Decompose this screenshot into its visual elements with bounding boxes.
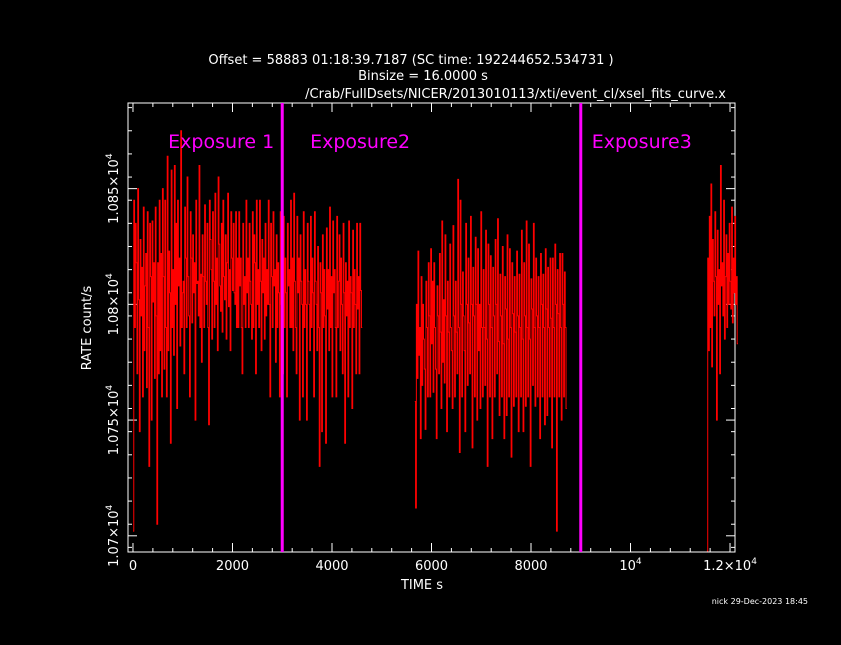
header-binsize: Binsize = 16.0000 s xyxy=(358,69,488,84)
x-tick-label: 8000 xyxy=(514,559,547,574)
header-filepath: /Crab/FullDsets/NICER/2013010113/xti/eve… xyxy=(305,87,726,102)
tick-labels: 0 2000 4000 6000 8000 104 1.2×104 1.07×104 1.075… xyxy=(105,153,757,574)
data-layer xyxy=(132,130,738,552)
x-tick-label: 104 xyxy=(619,557,642,574)
exposure-label-2: Exposure3 xyxy=(592,131,692,153)
exposure-label-1: Exposure 1 xyxy=(168,131,274,153)
x-tick-label: 0 xyxy=(129,559,137,574)
x-tick-label: 4000 xyxy=(315,559,348,574)
rate-series-segment-3 xyxy=(706,164,738,552)
x-tick-label: 1.2×104 xyxy=(703,557,757,574)
rate-series-segment-1 xyxy=(132,130,363,532)
header-offset: Offset = 58883 01:18:39.7187 (SC time: 1… xyxy=(208,53,613,68)
y-axis-label: RATE count/s xyxy=(80,286,95,371)
axis-ticks xyxy=(128,103,735,552)
rate-series-segment-2 xyxy=(414,178,567,532)
x-axis-label: TIME s xyxy=(400,578,443,593)
x-tick-label: 2000 xyxy=(216,559,249,574)
x-tick-label: 6000 xyxy=(415,559,448,574)
marker-layer: Exposure 1 Exposure3 Exposure2 xyxy=(168,103,692,552)
exposure-label-extra-1: Exposure2 xyxy=(310,131,410,153)
y-tick-label: 1.08×104 xyxy=(105,273,122,335)
footer-stamp: nick 29-Dec-2023 18:45 xyxy=(712,597,808,606)
y-tick-label: 1.07×104 xyxy=(105,504,122,566)
y-tick-label: 1.075×104 xyxy=(105,385,122,456)
y-tick-label: 1.085×104 xyxy=(105,153,122,224)
